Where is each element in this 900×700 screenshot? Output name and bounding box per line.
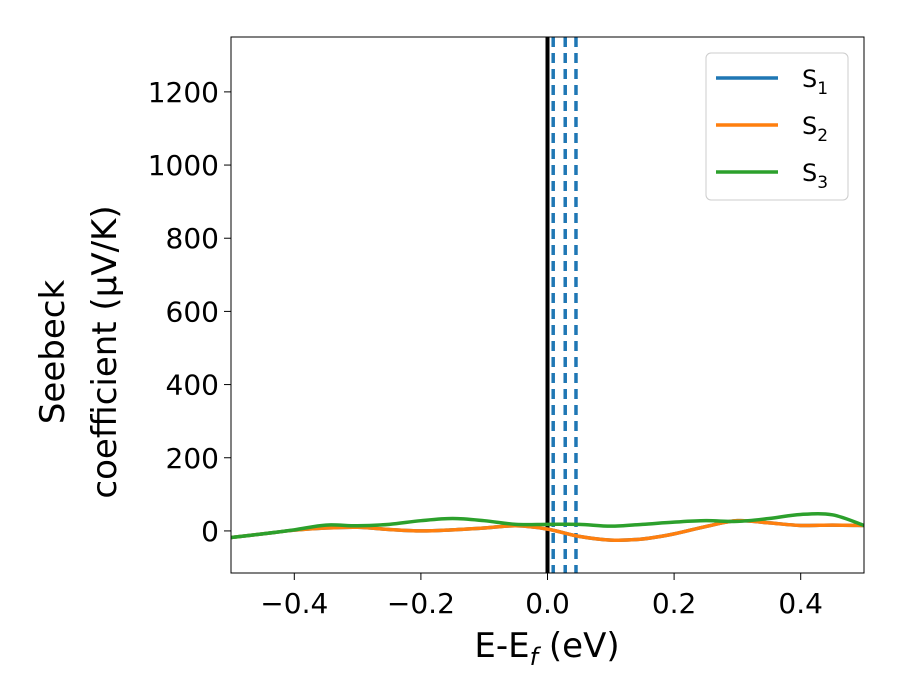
y-axis-title-line1: Seebeck: [33, 280, 73, 425]
y-tick-label: 1200: [148, 76, 219, 109]
y-tick-label: 800: [166, 222, 219, 255]
x-tick-label: 0.4: [778, 587, 823, 620]
plot-area: [230, 36, 865, 574]
legend-label: S1: [802, 65, 828, 99]
x-tick-label: −0.2: [387, 587, 455, 620]
x-axis-title-unit: (eV): [538, 626, 620, 666]
legend: S1 S2 S3: [705, 52, 849, 201]
legend-label: S2: [802, 112, 828, 146]
y-axis-title: Seebeck coefficient (μV/K): [33, 205, 125, 498]
legend-item-s2: S2: [716, 112, 828, 146]
y-tick-label: 200: [166, 442, 219, 475]
y-tick-label: 1000: [148, 149, 219, 182]
y-tick-label: 0: [201, 515, 219, 548]
y-axis-title-line2: coefficient (μV/K): [85, 205, 125, 498]
x-axis: −0.4 −0.2 0.0 0.2 0.4: [260, 573, 823, 620]
x-tick-label: 0.2: [652, 587, 697, 620]
x-tick-label: 0.0: [525, 587, 570, 620]
x-axis-title-main: E-E: [474, 626, 529, 666]
series-line-s3: [231, 511, 864, 540]
legend-item-s1: S1: [716, 65, 828, 99]
x-tick-label: −0.4: [260, 587, 328, 620]
legend-item-s3: S3: [716, 159, 828, 193]
y-tick-label: 400: [166, 369, 219, 402]
series-line-s2: [231, 518, 864, 542]
y-tick-label: 600: [166, 295, 219, 328]
y-axis: 0 200 400 600 800 1000 1200: [148, 76, 231, 548]
legend-label: S3: [802, 159, 828, 193]
x-axis-title: E-Ef (eV): [474, 626, 619, 671]
